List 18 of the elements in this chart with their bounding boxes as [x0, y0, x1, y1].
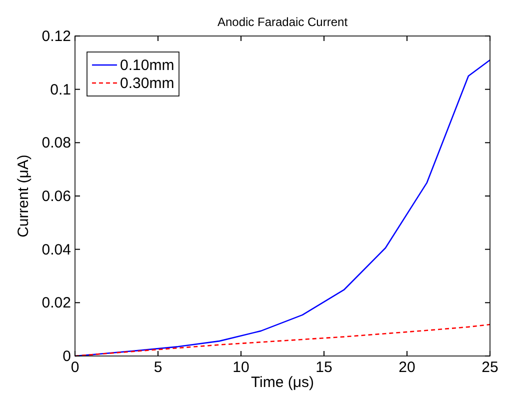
x-tick-label: 20 — [398, 359, 416, 376]
x-tick-label: 5 — [154, 359, 162, 376]
y-tick-label: 0.1 — [50, 81, 71, 98]
y-tick-label: 0.04 — [42, 241, 71, 258]
x-axis-title: Time (μs) — [250, 374, 314, 391]
legend-label: 0.30mm — [120, 75, 174, 92]
y-tick-label: 0.06 — [42, 188, 71, 205]
legend-label: 0.10mm — [120, 57, 174, 74]
x-tick-label: 15 — [316, 359, 332, 376]
y-tick-label: 0.02 — [42, 294, 71, 312]
line-series — [74, 324, 491, 357]
y-tick-label: 0 — [62, 348, 71, 365]
x-tick-label: 10 — [232, 359, 250, 376]
y-tick-label: 0.12 — [42, 28, 71, 45]
x-tick-label: 25 — [482, 359, 498, 376]
y-axis-title: Current (μA) — [15, 154, 32, 238]
chart-title: Anodic Faradaic Current — [217, 15, 348, 29]
y-tick-label: 0.08 — [42, 134, 71, 152]
